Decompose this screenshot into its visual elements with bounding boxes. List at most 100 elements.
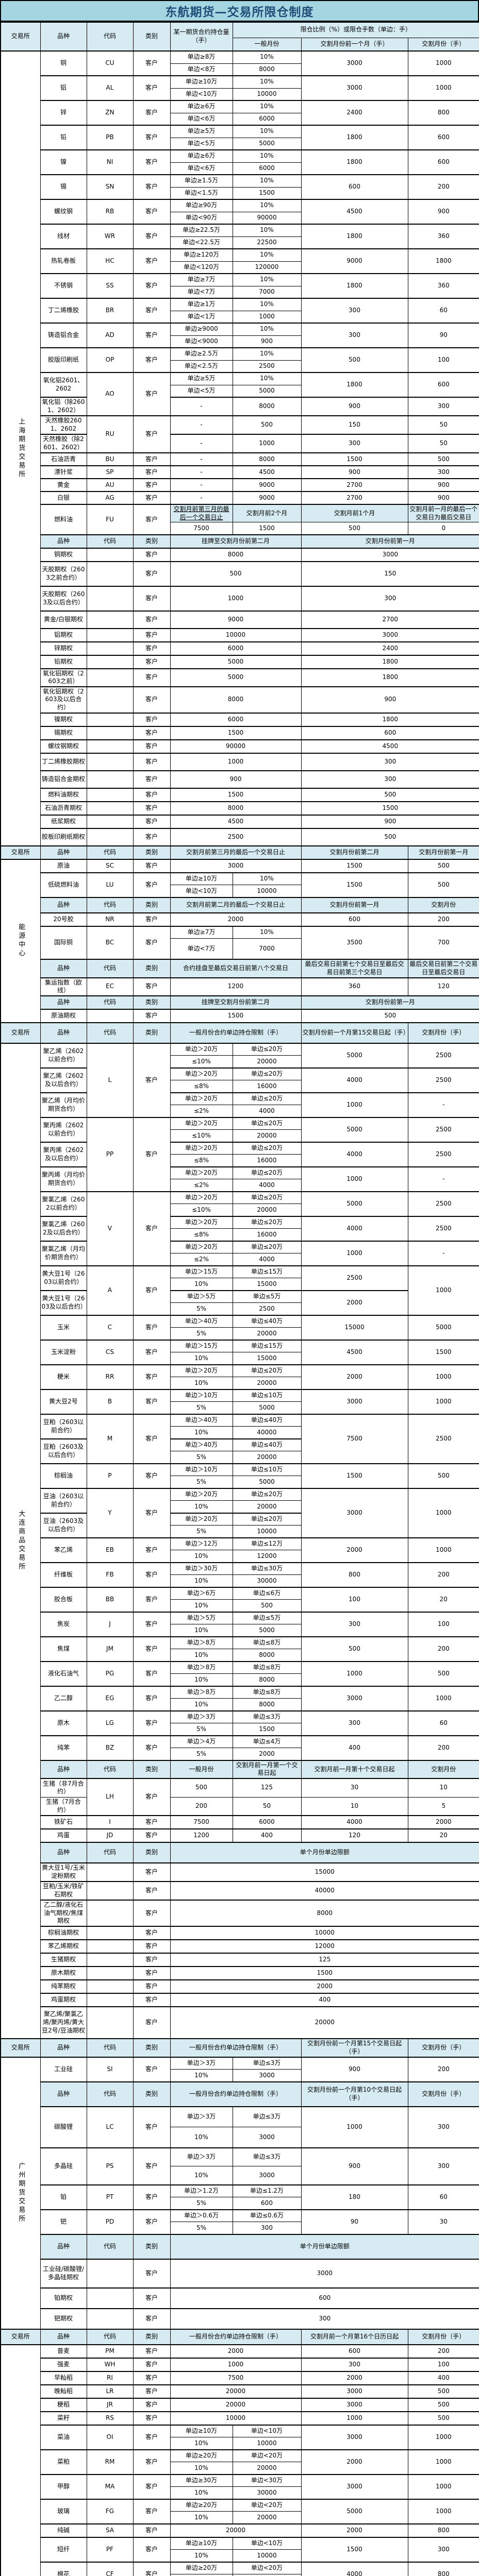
data-cell: 苯乙烯期权: [40, 1939, 87, 1954]
table-row: 20号胶 NR 客户 2000 600 200: [1, 912, 479, 927]
table-row: 生猪（非7月合约） LH 客户 500 125 30 10: [1, 1778, 479, 1816]
data-cell: 不锈钢: [40, 273, 87, 299]
data-cell: PG: [86, 1660, 134, 1687]
data-cell: 丁二烯橡胶: [40, 298, 87, 324]
data-cell: 客户: [133, 2449, 171, 2475]
table-row: 品种 代码 类别 挂牌至交割月份前第二月 交割月份前第一月: [1, 534, 479, 549]
data-cell: JD: [86, 1828, 134, 1843]
data-cell: 10%: [232, 50, 302, 64]
data-cell: 500: [232, 1599, 302, 1613]
data-cell: 7500: [170, 1815, 233, 1829]
column-header-cell: 交易所: [0, 2328, 41, 2345]
data-cell: 客户: [133, 2397, 171, 2412]
column-header-cell: 类别: [133, 896, 171, 913]
data-cell: ≤10%: [170, 1055, 233, 1069]
data-cell: 客户: [133, 752, 171, 771]
data-cell: 500: [170, 1778, 233, 1798]
data-cell: NI: [86, 149, 134, 175]
data-cell: 90000: [170, 739, 302, 754]
data-cell: 原油期权: [40, 1008, 87, 1023]
data-cell: [86, 1965, 134, 1980]
data-cell: CF: [86, 2561, 134, 2576]
table-row: 钯期权 客户 300: [1, 2308, 479, 2330]
table-row: 短纤 PF 客户 单边≥10万 单边<10万 1500 300: [1, 2536, 479, 2563]
table-row: 黄金/白银期权 客户 9000 2700: [1, 610, 479, 629]
data-cell: 客户: [133, 547, 171, 562]
table-row: 铸造铝合金 AD 客户 单边≥9000 10% 300 90: [1, 323, 479, 348]
data-cell: [86, 1979, 134, 1994]
data-cell: -: [407, 1092, 479, 1118]
data-cell: 客户: [133, 654, 171, 669]
table-row: 郑州商品交易所普麦PM客户2000600200: [0, 2344, 479, 2576]
data-cell: 生猪期权: [40, 1952, 87, 1967]
data-cell: 10%: [170, 1574, 233, 1588]
data-cell: 单边≤20万: [232, 1215, 302, 1229]
data-cell: 单边≤8万: [232, 1636, 302, 1650]
data-cell: 3500: [301, 925, 408, 960]
data-cell: 黄大豆1号（2603及以后合约）: [40, 1290, 87, 1316]
data-cell: 3000: [170, 2258, 479, 2289]
data-cell: 5000: [301, 1042, 408, 1069]
data-cell: 10000: [170, 2411, 302, 2426]
table-row: 单边<7万 7000: [1, 285, 479, 299]
data-cell: 10%: [232, 925, 302, 939]
data-cell: 400: [232, 1828, 302, 1843]
data-cell: 100: [407, 2357, 479, 2372]
data-cell: [86, 1900, 134, 1927]
data-cell: 4500: [301, 1339, 408, 1365]
data-cell: 2000: [301, 1364, 408, 1390]
data-cell: 单边≥1万: [170, 298, 233, 311]
data-cell: 40000: [170, 1881, 479, 1901]
data-cell: 生猪（非7月合约）: [40, 1778, 87, 1798]
table-row: 鸡蛋 JD 客户 1200 400 120 20: [1, 1828, 479, 1843]
data-cell: 3000: [301, 1487, 408, 1538]
data-cell: ≤8%: [170, 1228, 233, 1242]
data-cell: 胶板印刷纸期权: [40, 827, 87, 846]
data-cell: 客户: [133, 323, 171, 348]
table-row: 早籼稻 RI 客户 7500 2000 400: [1, 2370, 479, 2385]
data-cell: 10%: [170, 1550, 233, 1563]
table-row: 乙二醇/液化石油气期权/焦煤期权 客户 8000: [1, 1900, 479, 1927]
data-cell: 客户: [133, 686, 171, 714]
data-cell: 客户: [133, 827, 171, 846]
data-cell: 单边<20万: [232, 2449, 302, 2463]
data-cell: 客户: [133, 2523, 171, 2538]
column-header-cell: 最后交易日前第二个交易日至最后交易日: [407, 958, 479, 978]
table-row: 纸浆期权 客户 4500 900: [1, 814, 479, 829]
data-cell: 客户: [133, 1314, 171, 1341]
data-cell: 单边<7万: [170, 285, 233, 299]
data-cell: 4000: [232, 1179, 302, 1192]
data-cell: 200: [407, 1636, 479, 1662]
data-cell: 1000: [407, 1487, 479, 1538]
data-cell: 3000: [301, 2473, 408, 2500]
table-row: 铅期权 客户 5000 1800: [1, 654, 479, 669]
data-cell: AG: [86, 491, 134, 505]
table-row: 铝 AL 客户 单边≥10万 10% 3000 1000: [1, 75, 479, 101]
table-row: 10% 12000: [1, 1550, 479, 1563]
column-header-cell: 代码: [86, 995, 134, 1010]
data-cell: 单边<10万: [232, 2536, 302, 2550]
column-header-cell: 交割月前1个月: [301, 504, 408, 523]
data-cell: 客户: [133, 1939, 171, 1954]
data-cell: 单边＞3万: [170, 2056, 233, 2070]
data-cell: 10%: [232, 199, 302, 212]
column-header-cell: 交割月份前一个月第10个交易日起（手）: [301, 2081, 408, 2107]
data-cell: BR: [86, 298, 134, 324]
data-cell: 客户: [133, 2184, 171, 2210]
data-cell: 120000: [232, 261, 302, 274]
data-cell: 客户: [133, 2344, 171, 2359]
data-cell: 棕榈油: [40, 1463, 87, 1489]
data-cell: 铅: [40, 125, 87, 150]
table-row: 单边<10万 10000: [1, 885, 479, 898]
table-row: ≤10% 20000: [1, 1129, 479, 1143]
data-cell: 10%: [232, 100, 302, 113]
table-row: 集运指数（欧线） EC 客户 1200 360 120: [1, 977, 479, 996]
data-cell: 1000: [232, 310, 302, 324]
data-cell: 20000: [232, 1377, 302, 1390]
data-cell: 5000: [170, 668, 302, 687]
data-cell: 1000: [301, 1660, 408, 1687]
data-cell: 10%: [170, 1599, 233, 1613]
column-header-cell: 交割月份（手）: [407, 2081, 479, 2107]
data-cell: 铸造铝合金期权: [40, 770, 87, 789]
data-cell: 1000: [407, 1685, 479, 1711]
